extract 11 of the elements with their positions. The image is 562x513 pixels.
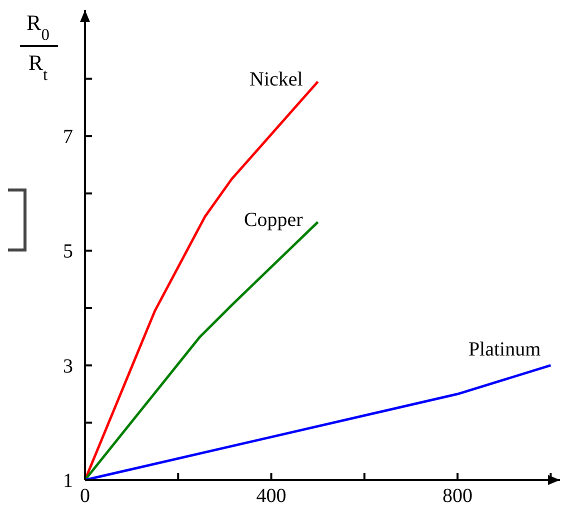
x-tick-label: 400 [256,485,286,507]
y-tick-label: 5 [63,240,73,263]
y-tick-label: 7 [63,126,73,148]
y-axis-title: R$_{0}$ R$_{t}$ [26,10,50,84]
series-label: Nickel [250,68,304,91]
series-label: Platinum [468,338,542,360]
series-label: Copper [244,209,304,232]
y-tick-label: 1 [63,470,73,492]
y-tick-label: 3 [63,355,73,378]
x-tick-label: 800 [442,485,473,507]
x-tick-label: 0 [80,485,90,507]
